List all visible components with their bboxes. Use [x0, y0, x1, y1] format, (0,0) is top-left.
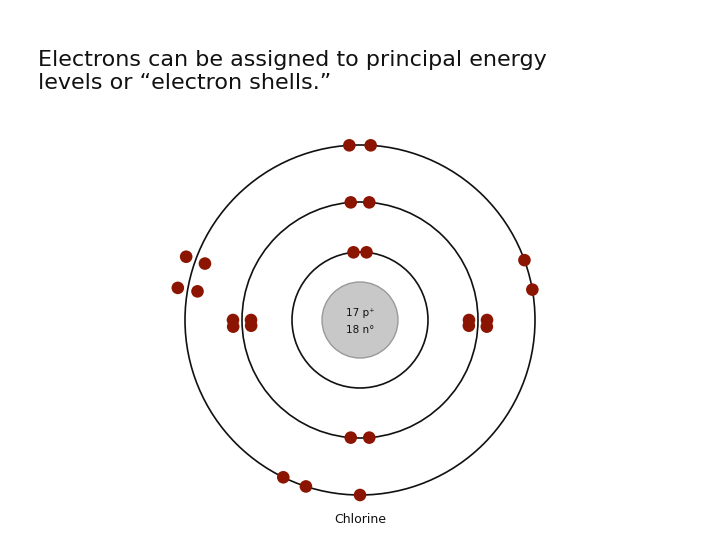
Circle shape	[363, 431, 376, 444]
Circle shape	[363, 196, 376, 208]
Circle shape	[364, 139, 377, 152]
Circle shape	[526, 284, 539, 296]
Circle shape	[277, 471, 289, 484]
Circle shape	[322, 282, 398, 358]
Circle shape	[344, 431, 357, 444]
Text: Electrons can be assigned to principal energy
levels or “electron shells.”: Electrons can be assigned to principal e…	[38, 50, 546, 93]
Circle shape	[171, 281, 184, 294]
Circle shape	[245, 319, 258, 332]
Circle shape	[180, 251, 192, 263]
Circle shape	[347, 246, 360, 259]
Circle shape	[245, 314, 257, 326]
Circle shape	[354, 489, 366, 501]
Circle shape	[343, 139, 356, 152]
Circle shape	[462, 319, 475, 332]
Circle shape	[199, 257, 211, 270]
Circle shape	[360, 246, 373, 259]
Text: 17 p⁺: 17 p⁺	[346, 308, 374, 318]
Circle shape	[463, 314, 475, 326]
Circle shape	[227, 320, 240, 333]
Circle shape	[518, 254, 531, 266]
Text: 18 n°: 18 n°	[346, 325, 374, 335]
Circle shape	[300, 480, 312, 492]
Circle shape	[481, 314, 493, 326]
Circle shape	[227, 314, 239, 326]
Circle shape	[344, 196, 357, 208]
Circle shape	[480, 320, 493, 333]
Text: Chlorine: Chlorine	[334, 513, 386, 526]
Circle shape	[192, 285, 204, 298]
